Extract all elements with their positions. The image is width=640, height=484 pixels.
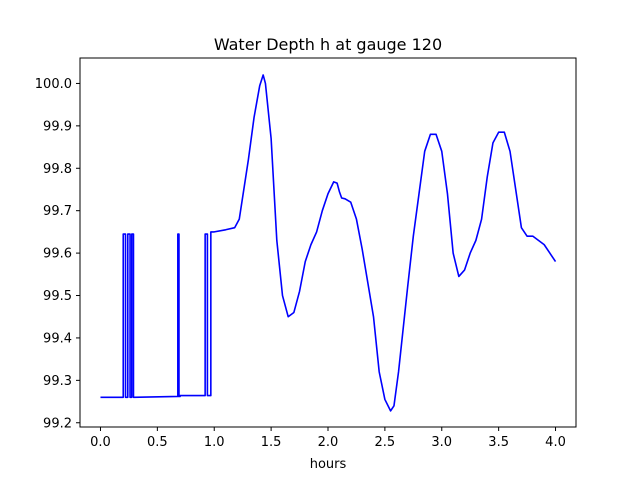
y-tick-label: 99.2 xyxy=(43,416,72,431)
y-tick-label: 99.3 xyxy=(43,374,72,389)
x-tick-label: 2.5 xyxy=(375,435,396,450)
plot-frame xyxy=(79,57,577,428)
y-tick-label: 99.9 xyxy=(43,119,72,134)
x-tick-label: 1.5 xyxy=(261,435,282,450)
y-tick-label: 99.8 xyxy=(43,162,72,177)
x-tick-label: 0.0 xyxy=(90,435,111,450)
x-axis-label: hours xyxy=(310,457,347,472)
chart-title: Water Depth h at gauge 120 xyxy=(214,35,442,54)
x-tick-label: 1.0 xyxy=(204,435,225,450)
series-line xyxy=(100,74,557,412)
x-tick-label: 3.0 xyxy=(431,435,452,450)
x-tick-label: 0.5 xyxy=(147,435,168,450)
x-ticks: 0.0 0.5 1.0 1.5 2.0 2.5 3.0 3.5 4.0 xyxy=(90,427,566,450)
y-tick-label: 99.6 xyxy=(43,247,72,262)
x-tick-label: 4.0 xyxy=(545,435,566,450)
series-group xyxy=(100,74,557,412)
x-tick-label: 2.0 xyxy=(318,435,339,450)
x-tick-label: 3.5 xyxy=(488,435,509,450)
y-tick-label: 100.0 xyxy=(35,77,72,92)
y-tick-label: 99.7 xyxy=(43,204,72,219)
y-tick-label: 99.4 xyxy=(43,331,72,346)
y-ticks: 99.2 99.3 99.4 99.5 99.6 99.7 99.8 99.9 100.0 xyxy=(35,77,80,431)
y-tick-label: 99.5 xyxy=(43,289,72,304)
